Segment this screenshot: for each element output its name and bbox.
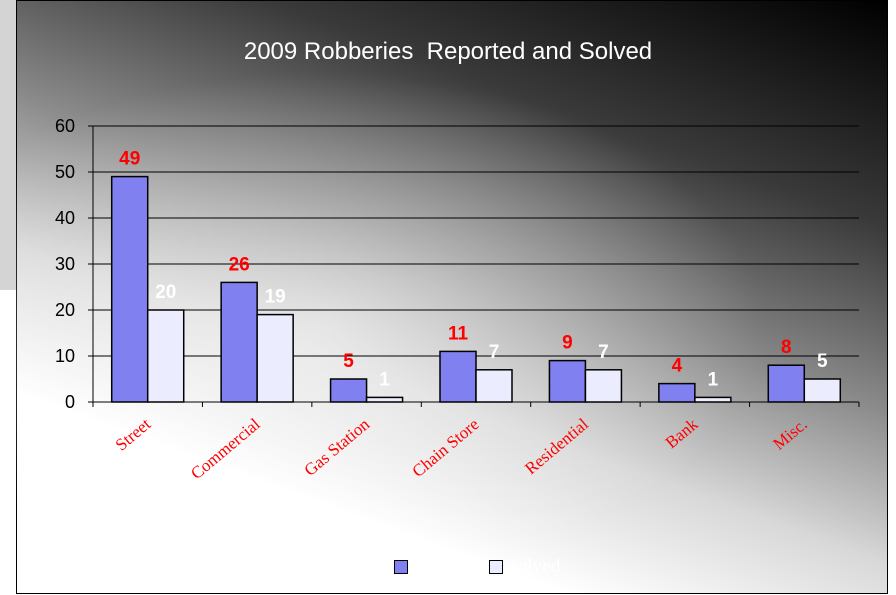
bar-reported-3	[439, 350, 477, 403]
legend-swatch-reported	[393, 560, 408, 574]
data-label-solved-1: 19	[265, 287, 286, 308]
legend-label-solved: Solved	[507, 556, 561, 577]
x-category-label: Chain Store	[409, 415, 483, 481]
y-tick-label: 60	[55, 116, 75, 136]
y-tick-label: 10	[55, 346, 75, 366]
data-label-reported-0: 49	[119, 149, 140, 170]
data-label-reported-3: 11	[448, 323, 469, 344]
data-label-solved-4: 7	[598, 342, 609, 363]
bar-solved-6	[803, 378, 842, 403]
chart-title: 2009 Robberies Reported and Solved	[243, 38, 653, 65]
x-category-label: Residential	[521, 414, 592, 478]
bar-solved-0	[146, 309, 185, 403]
legend-label-reported: Reported	[411, 556, 482, 577]
x-category-label: Commercial	[187, 414, 264, 483]
bar-solved-1	[256, 313, 294, 403]
x-category-label: Gas Station	[301, 414, 374, 480]
x-category-label: Bank	[662, 414, 702, 452]
data-label-solved-5: 1	[708, 369, 719, 390]
bar-solved-4	[584, 369, 623, 403]
bar-solved-2	[365, 396, 404, 403]
bar-reported-6	[767, 364, 806, 403]
data-label-reported-4: 9	[562, 333, 573, 354]
legend-swatch-solved	[489, 560, 504, 574]
x-category-label: Misc.	[769, 415, 811, 454]
bar-solved-5	[694, 396, 732, 403]
data-label-solved-0: 20	[155, 282, 176, 303]
bar-reported-5	[658, 382, 696, 403]
bar-reported-4	[548, 359, 587, 403]
bar-reported-2	[329, 378, 368, 403]
y-tick-label: 50	[55, 162, 75, 182]
bar-reported-1	[220, 281, 258, 403]
data-label-solved-3: 7	[489, 342, 500, 363]
data-label-solved-2: 1	[379, 369, 390, 390]
data-label-reported-5: 4	[672, 356, 683, 377]
data-label-reported-2: 5	[343, 351, 354, 372]
data-label-reported-1: 26	[229, 254, 250, 275]
y-tick-label: 40	[55, 208, 75, 228]
bar-reported-0	[110, 175, 149, 403]
data-label-solved-6: 5	[817, 351, 828, 372]
y-tick-label: 0	[65, 392, 75, 412]
y-tick-label: 30	[55, 254, 75, 274]
bar-solved-3	[475, 369, 513, 403]
chart-legend: Reported Solved	[0, 556, 896, 580]
data-label-reported-6: 8	[781, 337, 792, 358]
y-tick-label: 20	[55, 300, 75, 320]
x-category-label: Street	[112, 414, 155, 454]
